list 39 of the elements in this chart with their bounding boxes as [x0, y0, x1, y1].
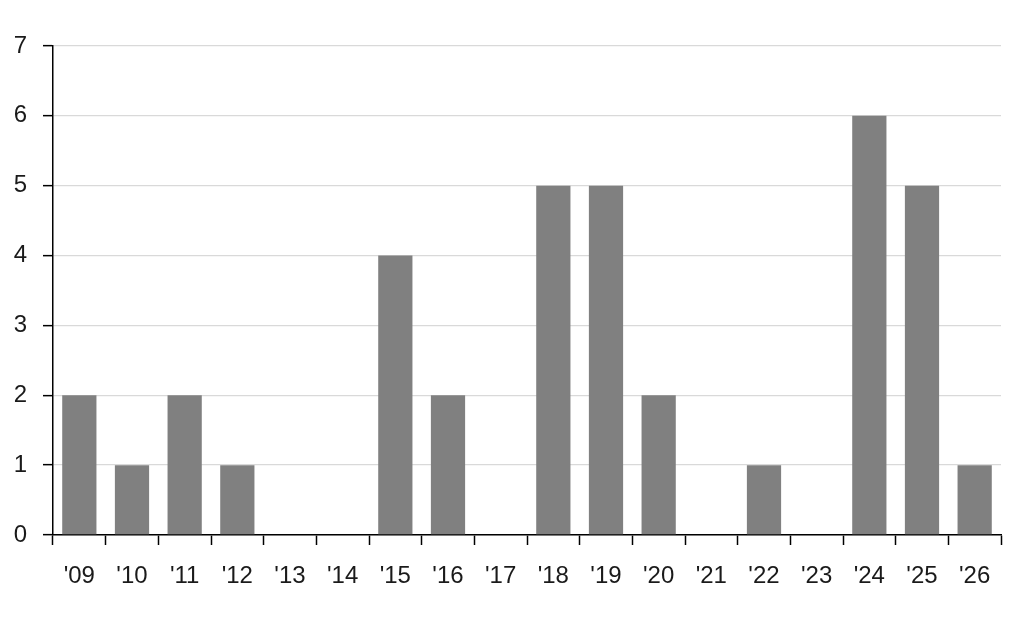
bar [852, 115, 887, 535]
bar [536, 185, 571, 535]
x-tick-label: '09 [63, 561, 95, 589]
x-tick-label: '21 [695, 561, 727, 589]
x-tick-label: '14 [327, 561, 359, 589]
bar [114, 465, 150, 535]
x-tick-label: '26 [959, 561, 991, 589]
bar [904, 185, 940, 535]
y-tick-label: 2 [13, 379, 27, 407]
x-tick-label: '10 [116, 561, 148, 589]
bar [167, 395, 202, 535]
y-tick-label: 5 [13, 170, 27, 198]
bar [430, 395, 466, 535]
x-tick-label: '24 [853, 561, 885, 589]
x-tick-label: '18 [537, 561, 569, 589]
y-tick-label: 7 [13, 30, 27, 58]
y-tick-label: 6 [13, 100, 27, 128]
x-tick-label: '12 [221, 561, 253, 589]
y-tick-label: 0 [13, 519, 27, 547]
bar [220, 465, 255, 535]
x-tick-label: '25 [906, 561, 938, 589]
x-tick-label: '23 [801, 561, 833, 589]
bar [588, 185, 624, 535]
x-tick-label: '15 [379, 561, 411, 589]
bar [746, 465, 782, 535]
y-tick-label: 3 [13, 310, 27, 338]
bar [62, 395, 97, 535]
x-tick-label: '16 [432, 561, 464, 589]
x-tick-label: '17 [485, 561, 517, 589]
x-tick-label: '11 [169, 561, 200, 589]
x-tick-label: '20 [643, 561, 675, 589]
bar [957, 465, 992, 535]
x-tick-label: '13 [274, 561, 306, 589]
x-tick-label: '22 [748, 561, 780, 589]
bar [378, 255, 413, 535]
y-tick-label: 4 [13, 240, 27, 268]
y-tick-label: 1 [13, 449, 27, 477]
x-tick-label: '19 [590, 561, 622, 589]
bar [641, 395, 676, 535]
